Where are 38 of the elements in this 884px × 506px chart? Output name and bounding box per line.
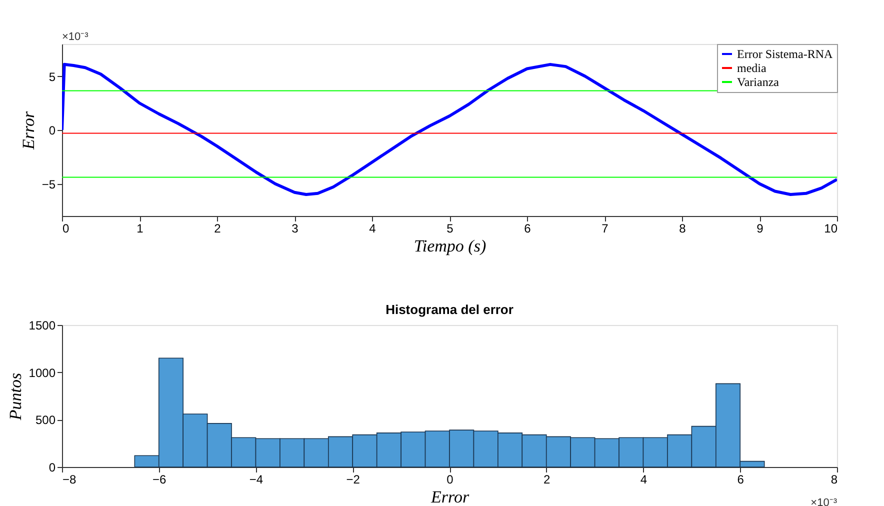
x-tick-label: −8: [62, 472, 77, 486]
x-tick-label: 0: [446, 472, 454, 486]
x-tick-label: 2: [214, 222, 222, 236]
x-tick-label: 8: [830, 472, 838, 486]
x-tick-label: −6: [152, 472, 167, 486]
y-axis-title: Error: [18, 111, 38, 151]
x-tick-label: 4: [369, 222, 376, 236]
legend-label: media: [737, 61, 767, 75]
x-tick-label: 8: [679, 222, 686, 236]
y-tick-label: −5: [42, 177, 56, 192]
x-tick-label: 2: [544, 472, 551, 486]
x-tick-label: 6: [524, 222, 532, 236]
text: ×10⁻³: [62, 31, 89, 43]
text: ×10⁻³: [810, 497, 838, 506]
x-tick-label: 10: [824, 222, 838, 236]
y-tick-label: 0: [48, 124, 56, 138]
x-tick-label: 3: [292, 222, 299, 236]
y-tick-label: 500: [35, 413, 56, 428]
x-tick-label: 1: [136, 222, 144, 236]
line-series: [62, 62, 837, 196]
x-tick-label: 6: [737, 472, 744, 486]
y-axis-title: Puntos: [6, 372, 25, 422]
x-tick-label: −4: [249, 472, 264, 486]
y-tick-label: 5: [48, 70, 56, 84]
x-tick-label: 0: [62, 222, 70, 236]
x-tick-label: 9: [756, 222, 764, 236]
legend-label: Error Sistema-RNA: [737, 47, 833, 61]
x-axis-title: Tiempo (s): [414, 236, 486, 256]
y-tick-label: 1500: [28, 318, 56, 332]
x-tick-label: 4: [640, 472, 648, 486]
x-tick-label: −2: [346, 472, 360, 486]
x-tick-label: 5: [446, 222, 454, 236]
x-axis-title: Error: [430, 488, 470, 506]
y-tick-label: 1000: [28, 366, 56, 380]
y-tick-label: 0: [48, 460, 56, 474]
chart-title: Histograma del error: [386, 302, 514, 317]
x-tick-label: 7: [602, 222, 609, 236]
ref-line-label: Varianza: [737, 75, 780, 89]
